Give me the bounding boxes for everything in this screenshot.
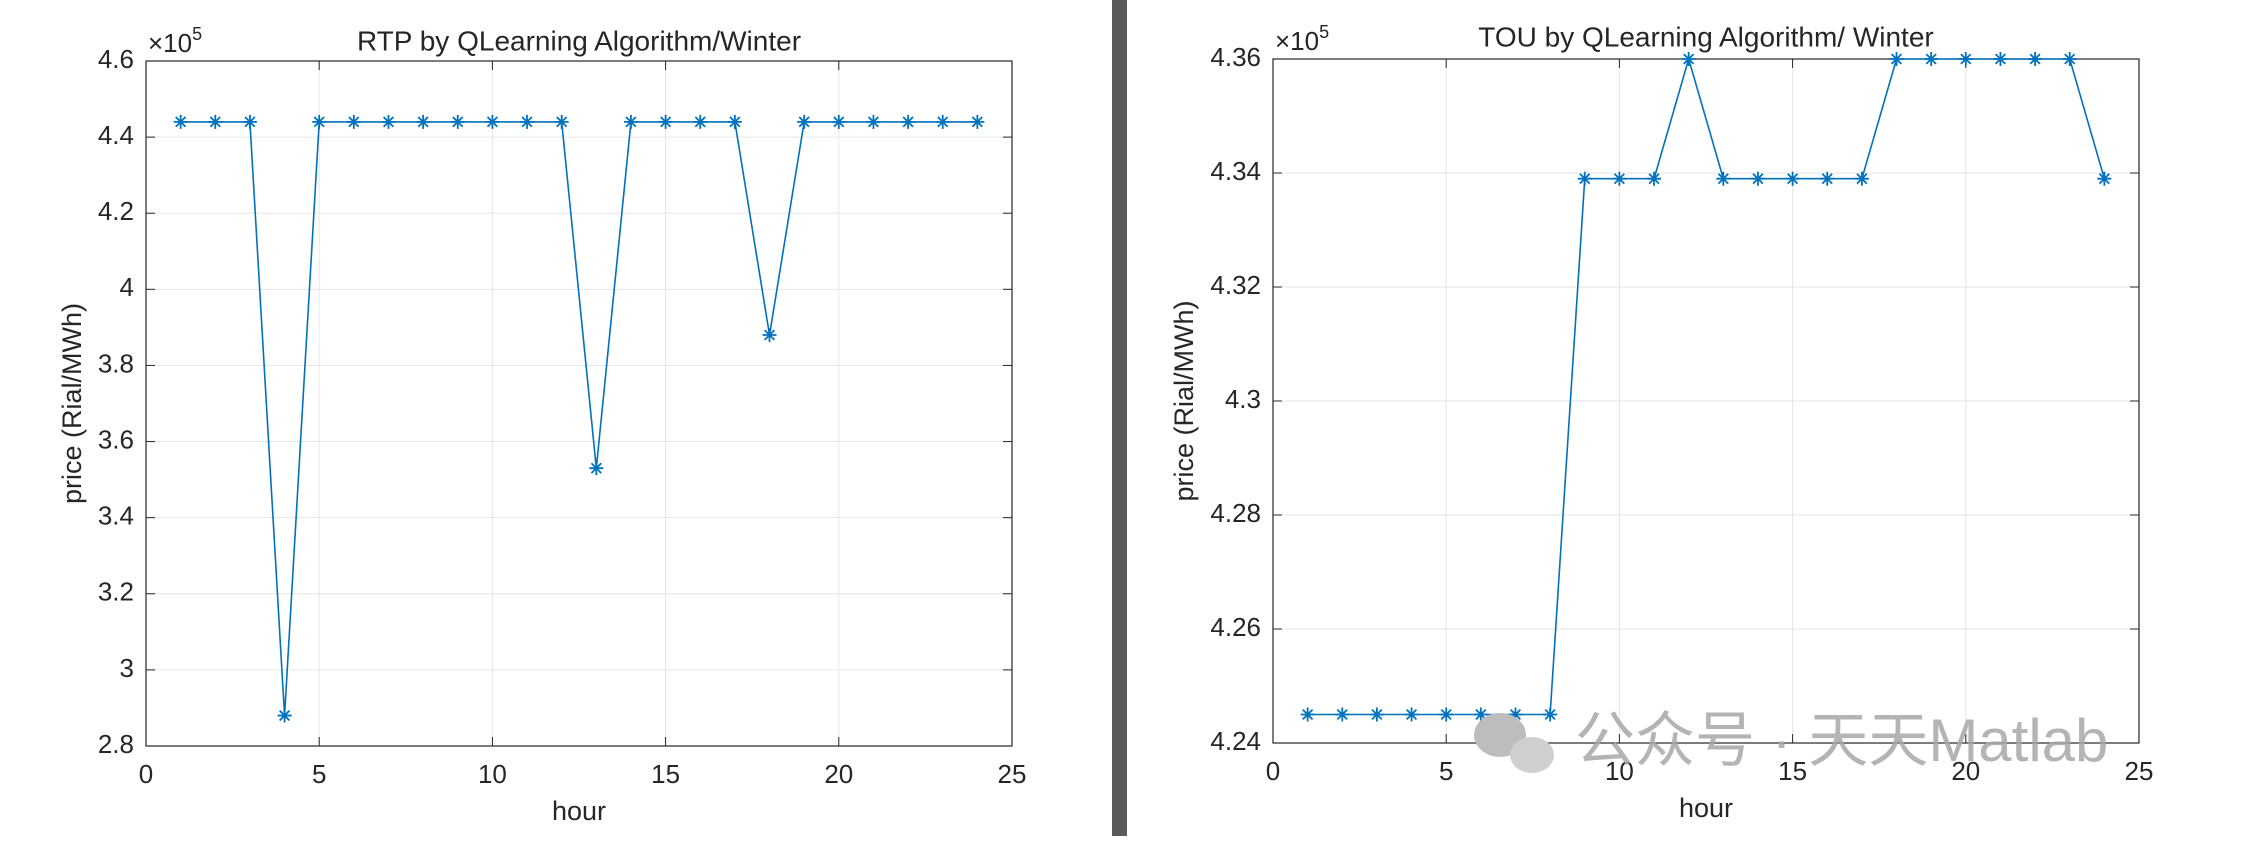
y-multiplier: ×105 (148, 24, 202, 58)
data-marker (208, 114, 223, 129)
data-marker (173, 114, 188, 129)
axes-box (145, 60, 1013, 747)
data-marker (2028, 52, 2043, 66)
y-multiplier-exponent: 5 (1319, 22, 1329, 42)
x-axis-label: hour (1679, 793, 1733, 823)
data-marker (1716, 171, 1731, 186)
chart-title: TOU by QLearning Algorithm/ Winter (1478, 21, 1933, 52)
data-marker (1543, 707, 1558, 722)
y-tick-label: 4.2 (98, 196, 134, 226)
y-tick-label: 4.28 (1210, 498, 1261, 528)
data-marker (1854, 171, 1869, 186)
data-marker (693, 114, 708, 129)
data-marker (589, 461, 604, 476)
data-marker (520, 114, 535, 129)
data-marker (762, 328, 777, 342)
axes-box (1272, 58, 2140, 744)
y-tick-label: 4 (120, 272, 134, 302)
data-marker (1404, 707, 1419, 722)
x-tick-label: 25 (998, 759, 1027, 789)
y-axis-label: price (Rial/MWh) (1169, 300, 1199, 501)
data-marker (242, 114, 257, 129)
x-tick-label: 0 (1266, 756, 1280, 786)
data-marker (623, 114, 638, 129)
x-tick-label: 20 (824, 759, 853, 789)
y-tick-label: 2.8 (98, 729, 134, 759)
y-tick-label: 3 (120, 653, 134, 683)
y-tick-label: 4.4 (98, 120, 134, 150)
x-tick-label: 25 (2125, 756, 2154, 786)
y-tick-label: 4.3 (1225, 384, 1261, 414)
window-divider (1112, 0, 1130, 836)
data-marker (1785, 171, 1800, 186)
data-marker (1924, 52, 1939, 66)
data-marker (1993, 52, 2008, 66)
data-marker (1889, 52, 1904, 66)
x-tick-label: 10 (478, 759, 507, 789)
y-multiplier: ×105 (1275, 22, 1329, 56)
data-marker (1508, 707, 1523, 722)
y-multiplier-base: ×10 (148, 28, 192, 58)
x-tick-label: 5 (1439, 756, 1453, 786)
x-tick-label: 20 (1951, 756, 1980, 786)
y-tick-label: 4.26 (1210, 612, 1261, 642)
x-tick-label: 15 (1778, 756, 1807, 786)
data-marker (831, 114, 846, 129)
data-marker (346, 114, 361, 129)
data-marker (935, 114, 950, 129)
data-marker (1473, 707, 1488, 722)
data-marker (1681, 52, 1696, 66)
x-tick-label: 5 (312, 759, 326, 789)
y-tick-label: 4.36 (1210, 42, 1261, 72)
wechat-icon (1474, 713, 1554, 773)
x-tick-label: 10 (1605, 756, 1634, 786)
data-marker (277, 708, 292, 723)
x-tick-label: 15 (651, 759, 680, 789)
icon-bubble (1510, 737, 1554, 773)
data-marker (658, 114, 673, 129)
data-marker (1439, 707, 1454, 722)
y-tick-label: 4.34 (1210, 156, 1261, 186)
y-tick-label: 4.24 (1210, 726, 1261, 756)
data-marker (1369, 707, 1384, 722)
data-marker (1577, 171, 1592, 186)
y-tick-label: 3.8 (98, 348, 134, 378)
data-marker (1958, 52, 1973, 66)
watermark: 公众号 · 天天Matlab (1575, 707, 2108, 774)
data-marker (554, 114, 569, 129)
y-multiplier-exponent: 5 (192, 24, 202, 44)
data-marker (2062, 52, 2077, 66)
data-marker (312, 114, 327, 129)
data-marker (1335, 707, 1350, 722)
data-marker (1647, 171, 1662, 186)
y-multiplier-base: ×10 (1275, 26, 1319, 56)
data-marker (797, 114, 812, 129)
y-tick-label: 3.4 (98, 501, 134, 531)
data-marker (485, 114, 500, 129)
data-marker (1612, 171, 1627, 186)
data-marker (866, 114, 881, 129)
y-tick-label: 3.6 (98, 424, 134, 454)
data-marker (450, 114, 465, 129)
data-marker (416, 114, 431, 129)
x-tick-label: 0 (139, 759, 153, 789)
chart-title: RTP by QLearning Algorithm/Winter (357, 25, 801, 56)
data-marker (970, 114, 985, 129)
y-axis-label: price (Rial/MWh) (57, 303, 87, 504)
data-marker (727, 114, 742, 129)
data-marker (1300, 707, 1315, 722)
y-tick-label: 4.32 (1210, 270, 1261, 300)
y-tick-label: 3.2 (98, 577, 134, 607)
y-tick-label: 4.6 (98, 44, 134, 74)
plot-area (146, 61, 1012, 746)
data-marker (901, 114, 916, 129)
data-marker (1820, 171, 1835, 186)
x-axis-label: hour (552, 796, 606, 826)
data-marker (2097, 171, 2112, 186)
data-marker (381, 114, 396, 129)
data-marker (1750, 171, 1765, 186)
